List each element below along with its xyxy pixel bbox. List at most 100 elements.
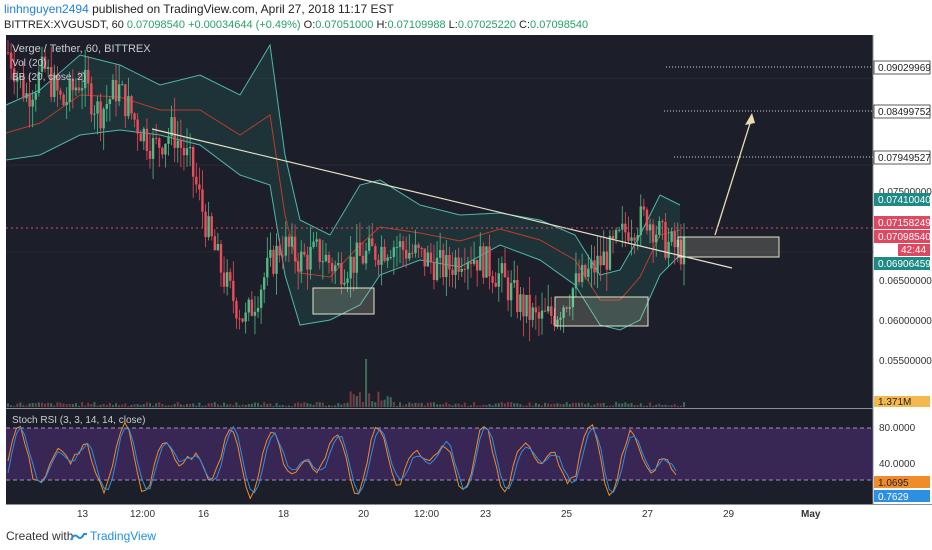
volume-bar xyxy=(204,405,207,407)
volume-bar xyxy=(621,403,624,407)
candle-body xyxy=(12,68,16,82)
price-pane[interactable] xyxy=(6,35,873,408)
bb-basis-tag xyxy=(874,216,930,229)
candle-body xyxy=(170,117,173,137)
volume-bar xyxy=(68,404,71,407)
volume-bar xyxy=(244,404,247,407)
candle-body xyxy=(460,268,463,272)
volume-bar xyxy=(182,405,185,407)
candle-body xyxy=(269,249,272,258)
author-name[interactable]: linhnguyen2494 xyxy=(4,2,89,16)
candle-body xyxy=(534,307,538,313)
candle-body xyxy=(108,99,112,105)
candle-body xyxy=(158,138,161,148)
candle-body xyxy=(6,52,10,54)
volume-bar xyxy=(290,405,293,407)
candle-body xyxy=(93,113,96,115)
volume-bar xyxy=(148,403,151,407)
candle-body xyxy=(442,250,445,278)
candle-body xyxy=(293,236,297,262)
volume-bar xyxy=(639,403,642,407)
candle-body xyxy=(392,247,396,258)
volume-bar xyxy=(53,405,56,407)
volume-bar xyxy=(223,402,226,407)
candle-body xyxy=(28,93,31,107)
candle-body xyxy=(19,76,22,78)
candle-body xyxy=(408,252,411,259)
candle-body xyxy=(401,241,405,250)
candle-body xyxy=(414,244,417,254)
candle-body xyxy=(469,262,473,264)
candle-body xyxy=(602,251,605,266)
volume-bar xyxy=(624,402,627,407)
rsi-d-tag xyxy=(874,490,930,502)
candle-body xyxy=(201,189,204,212)
volume-bar xyxy=(497,403,500,407)
volume-bar xyxy=(683,402,685,407)
candle-body xyxy=(222,272,226,287)
time-tick: 13 xyxy=(77,509,89,520)
candle-body xyxy=(352,256,355,273)
candle-body xyxy=(386,257,389,261)
volume-bar xyxy=(102,403,105,407)
candle-body xyxy=(457,257,460,272)
price-tick: 0.06500000 xyxy=(879,276,932,287)
breakout-box[interactable] xyxy=(677,236,780,258)
candle-body xyxy=(562,307,565,318)
volume-bar xyxy=(399,402,402,407)
tradingview-brand: TradingView xyxy=(90,529,157,543)
volume-bar xyxy=(562,404,565,407)
low-value: 0.07025220 xyxy=(457,19,516,31)
volume-bar xyxy=(272,405,275,407)
volume-tag xyxy=(874,396,930,407)
candle-body xyxy=(371,238,374,247)
candle-body xyxy=(389,257,392,259)
volume-bar xyxy=(510,402,513,407)
volume-bar xyxy=(250,403,253,407)
volume-bar xyxy=(281,405,284,407)
volume-bar xyxy=(47,402,50,407)
candle-body xyxy=(37,71,41,93)
candle-body xyxy=(154,137,158,139)
breakout-arrow[interactable] xyxy=(714,116,753,236)
price-chart[interactable]: Verge / Tether, 60, BITTREX Vol (20) BB … xyxy=(0,35,932,524)
volume-bar xyxy=(297,402,300,407)
bb-upper-tag xyxy=(874,193,930,206)
volume-bar xyxy=(7,403,9,407)
volume-bar xyxy=(608,405,611,407)
volume-bar xyxy=(429,402,432,407)
candle-body xyxy=(22,76,25,99)
volume-bar xyxy=(84,405,87,407)
volume-bar xyxy=(541,405,544,407)
volume-bar xyxy=(516,403,519,407)
volume-bar xyxy=(599,403,602,407)
candle-body xyxy=(596,255,599,273)
volume-bar xyxy=(312,404,315,407)
descending-trendline[interactable] xyxy=(151,128,733,269)
support-box-2[interactable] xyxy=(554,296,649,327)
volume-bar xyxy=(571,402,574,407)
candle-body xyxy=(324,254,328,262)
candle-body xyxy=(117,84,121,102)
volume-bar xyxy=(315,402,318,407)
candle-body xyxy=(124,84,127,117)
last-price-tag-text: 0.07098540 xyxy=(878,232,931,243)
volume-bar xyxy=(630,403,633,407)
support-box-1[interactable] xyxy=(312,287,375,315)
time-axis[interactable]: 13 12:00 16 18 20 12:00 23 25 27 29 May xyxy=(77,509,821,520)
time-tick: 18 xyxy=(278,509,290,520)
candle-body xyxy=(96,101,99,114)
candle-body xyxy=(590,260,593,269)
candle-body xyxy=(68,78,71,102)
candle-body xyxy=(176,140,179,148)
time-tick: 23 xyxy=(480,509,492,520)
candle-body xyxy=(145,128,149,151)
volume-bar xyxy=(667,405,670,407)
candle-body xyxy=(463,268,467,270)
candle-body xyxy=(506,277,510,301)
candle-body xyxy=(259,289,263,308)
volume-bar xyxy=(553,403,556,407)
candle-body xyxy=(367,238,371,251)
candle-body xyxy=(87,69,90,84)
volume-bar xyxy=(37,402,40,407)
